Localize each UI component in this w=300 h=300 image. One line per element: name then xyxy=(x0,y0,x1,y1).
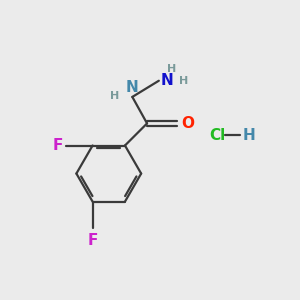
Text: F: F xyxy=(87,232,98,247)
Text: O: O xyxy=(181,116,194,131)
Text: H: H xyxy=(167,64,177,74)
Text: N: N xyxy=(126,80,139,95)
Text: H: H xyxy=(110,91,119,101)
Text: F: F xyxy=(52,138,63,153)
Text: N: N xyxy=(160,73,173,88)
Text: H: H xyxy=(243,128,256,143)
Text: Cl: Cl xyxy=(209,128,225,143)
Text: H: H xyxy=(179,76,188,86)
